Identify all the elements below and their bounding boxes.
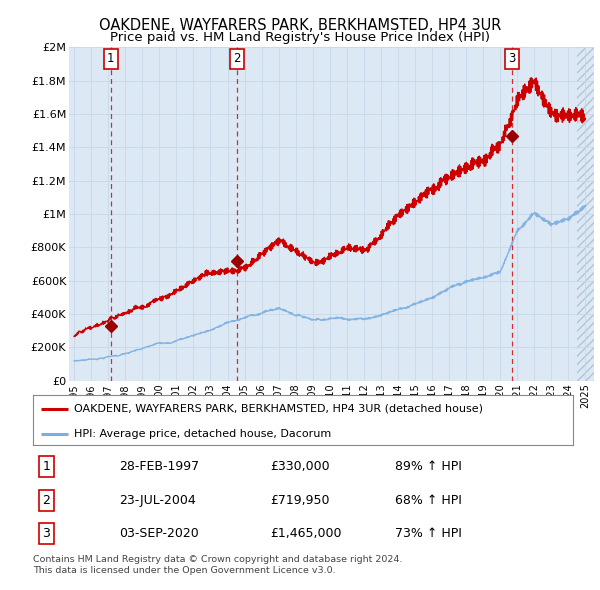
Text: 2: 2 xyxy=(233,53,241,65)
Text: £330,000: £330,000 xyxy=(271,460,330,473)
Text: 3: 3 xyxy=(508,53,515,65)
Text: 73% ↑ HPI: 73% ↑ HPI xyxy=(395,527,461,540)
Bar xyxy=(577,47,594,381)
Text: HPI: Average price, detached house, Dacorum: HPI: Average price, detached house, Daco… xyxy=(74,430,331,440)
Bar xyxy=(577,47,594,381)
Text: 1: 1 xyxy=(43,460,50,473)
Text: 03-SEP-2020: 03-SEP-2020 xyxy=(119,527,199,540)
Text: 3: 3 xyxy=(43,527,50,540)
Text: 1: 1 xyxy=(107,53,115,65)
Text: 23-JUL-2004: 23-JUL-2004 xyxy=(119,494,196,507)
Text: 28-FEB-1997: 28-FEB-1997 xyxy=(119,460,200,473)
Text: £1,465,000: £1,465,000 xyxy=(271,527,342,540)
Text: 68% ↑ HPI: 68% ↑ HPI xyxy=(395,494,461,507)
Text: Price paid vs. HM Land Registry's House Price Index (HPI): Price paid vs. HM Land Registry's House … xyxy=(110,31,490,44)
Text: 2: 2 xyxy=(43,494,50,507)
Text: OAKDENE, WAYFARERS PARK, BERKHAMSTED, HP4 3UR (detached house): OAKDENE, WAYFARERS PARK, BERKHAMSTED, HP… xyxy=(74,404,482,414)
Text: 89% ↑ HPI: 89% ↑ HPI xyxy=(395,460,461,473)
Text: OAKDENE, WAYFARERS PARK, BERKHAMSTED, HP4 3UR: OAKDENE, WAYFARERS PARK, BERKHAMSTED, HP… xyxy=(99,18,501,32)
Text: £719,950: £719,950 xyxy=(271,494,330,507)
Text: Contains HM Land Registry data © Crown copyright and database right 2024.
This d: Contains HM Land Registry data © Crown c… xyxy=(33,555,403,575)
